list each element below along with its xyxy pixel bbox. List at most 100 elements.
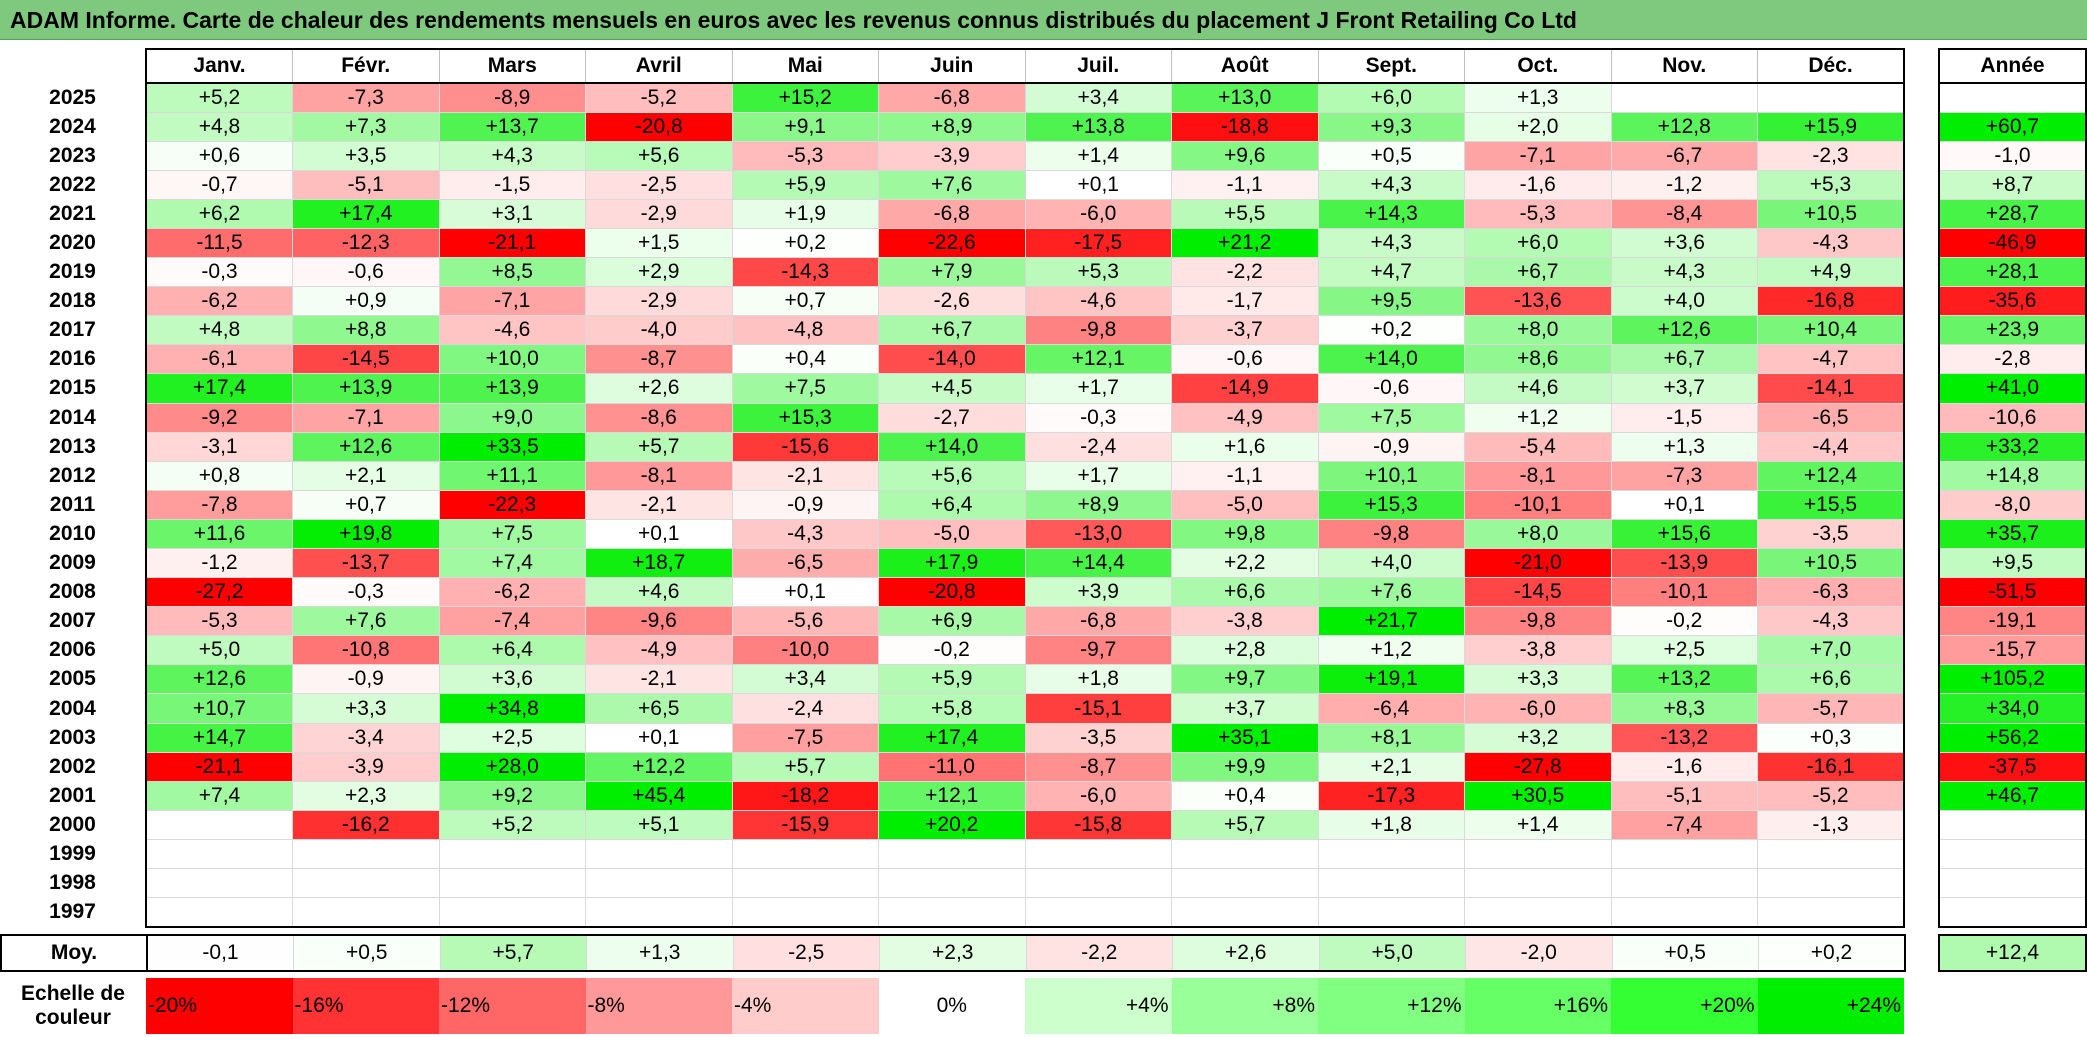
heat-cell: +19,1	[1317, 664, 1465, 695]
heat-cell: -1,1	[1171, 460, 1319, 491]
heat-cell: -15,8	[1024, 809, 1172, 840]
annual-cell: +60,7	[1938, 112, 2087, 142]
year-row: 1998	[0, 868, 1905, 899]
heat-cell	[1317, 897, 1465, 928]
heat-cell: +7,5	[731, 373, 879, 404]
row-label: 2008	[49, 580, 96, 604]
heat-cell: -21,1	[145, 751, 293, 782]
heat-cell: -4,7	[1757, 344, 1905, 375]
heat-cell: -2,5	[585, 169, 733, 200]
heat-cell	[731, 838, 879, 870]
heat-cell: -3,5	[1024, 722, 1172, 753]
annual-row: +28,1	[1938, 257, 2087, 288]
annual-cell: -37,5	[1938, 752, 2087, 782]
row-label: 2010	[49, 521, 96, 545]
annual-row	[1938, 897, 2087, 928]
heat-cell	[1171, 868, 1319, 899]
heat-cell: +4,9	[1757, 257, 1905, 288]
heat-cell: -7,1	[1464, 140, 1612, 171]
heat-cell: +3,4	[731, 664, 879, 695]
heat-cell: +5,2	[438, 809, 586, 840]
heat-cell: -5,3	[1464, 198, 1612, 229]
heat-cell: +15,6	[1610, 518, 1758, 550]
heat-cell: -4,9	[585, 635, 733, 666]
heat-cell: +12,6	[292, 431, 440, 462]
annual-cell	[1938, 810, 2087, 840]
heat-cell: -1,6	[1464, 169, 1612, 200]
heat-cell: +5,7	[731, 751, 879, 782]
heat-cell: -14,3	[731, 257, 879, 288]
heat-cell: +10,5	[1757, 547, 1905, 579]
heat-cell: +12,6	[1610, 315, 1758, 346]
heat-cell	[1757, 868, 1905, 899]
annual-row: +14,8	[1938, 461, 2087, 491]
heat-cell: -15,6	[731, 431, 879, 462]
scale-label: Echelle de couleur	[21, 982, 125, 1029]
heat-cell: +4,3	[1610, 257, 1758, 288]
average-cell: -0,1	[146, 933, 294, 972]
heat-cell	[1610, 82, 1758, 113]
annual-row: +56,2	[1938, 723, 2087, 753]
heat-cell: -3,9	[292, 751, 440, 782]
heat-cell: +33,5	[438, 431, 586, 462]
scale-stop: +8%	[1171, 978, 1318, 1034]
heat-cell: +0,8	[145, 460, 293, 491]
heat-cell: -6,0	[1024, 780, 1172, 811]
annual-cell: +28,1	[1938, 257, 2087, 288]
heat-cell: +7,6	[292, 606, 440, 637]
heat-cell	[585, 868, 733, 899]
heat-cell: -17,5	[1024, 227, 1172, 259]
heat-cell: -9,2	[145, 402, 293, 433]
heat-cell: -8,1	[585, 460, 733, 491]
heat-cell: -4,3	[731, 518, 879, 550]
heat-cell: +1,5	[585, 227, 733, 259]
heat-cell: -14,0	[878, 344, 1026, 375]
heat-cell: +9,7	[1171, 664, 1319, 695]
heat-cell: -11,0	[878, 751, 1026, 782]
year-row: 2020 -11,5 -12,3 -21,1 +1,5 +0,2 -22,6 -17,5 +21…	[0, 227, 1905, 259]
heat-cell: -6,1	[145, 344, 293, 375]
heat-cell: -1,2	[145, 547, 293, 579]
annual-average-cell: +12,4	[1938, 933, 2087, 972]
heat-cell: -9,8	[1317, 518, 1465, 550]
heat-cell: -5,2	[585, 82, 733, 113]
heat-cell: +10,4	[1757, 315, 1905, 346]
heat-cell: +0,7	[292, 489, 440, 520]
heat-cell: +8,5	[438, 257, 586, 288]
row-label: 2014	[49, 405, 96, 429]
year-row: 2010 +11,6 +19,8 +7,5 +0,1 -4,3 -5,0 -13,0 +9,8-…	[0, 518, 1905, 550]
heat-cell: +0,1	[1610, 489, 1758, 520]
heat-cell: -6,8	[878, 198, 1026, 229]
heat-cell: +7,3	[292, 111, 440, 142]
heat-cell: +6,4	[878, 489, 1026, 520]
heat-cell	[1171, 897, 1319, 928]
heat-cell: -27,2	[145, 577, 293, 608]
average-cell: +1,3	[586, 933, 734, 972]
heat-cell: -6,3	[1757, 577, 1905, 608]
heat-cell: -13,7	[292, 547, 440, 579]
annual-cell	[1938, 868, 2087, 899]
heat-cell: -9,6	[585, 606, 733, 637]
annual-cell: -2,8	[1938, 344, 2087, 375]
row-label: 2012	[49, 463, 96, 487]
heat-cell: +6,0	[1464, 227, 1612, 259]
annual-row: +41,0	[1938, 373, 2087, 404]
row-label: 2016	[49, 347, 96, 371]
heat-cell: +9,0	[438, 402, 586, 433]
heat-cell: -6,2	[438, 577, 586, 608]
heat-cell: +1,6	[1171, 431, 1319, 462]
heat-cell	[1464, 897, 1612, 928]
heat-cell	[1757, 82, 1905, 113]
heat-cell: -9,8	[1024, 315, 1172, 346]
column-header: Sept.	[1318, 48, 1465, 84]
heat-cell: +4,3	[438, 140, 586, 171]
year-row: 2016 -6,1 -14,5 +10,0 -8,7 +0,4 -14,0 +12,1 -0,6…	[0, 344, 1905, 375]
heat-cell: +6,0	[1317, 82, 1465, 113]
heat-cell: +7,6	[878, 169, 1026, 200]
year-row: 2005 +12,6 -0,9 +3,6 -2,1 +3,4 +5,9 +1,8 +9,7 +19…	[0, 664, 1905, 695]
heat-cell: -8,1	[1464, 460, 1612, 491]
heat-cell: +7,5	[438, 518, 586, 550]
heat-cell: +14,3	[1317, 198, 1465, 229]
chart-title: ADAM Informe. Carte de chaleur des rende…	[10, 7, 1577, 33]
heat-cell: +2,8	[1171, 635, 1319, 666]
